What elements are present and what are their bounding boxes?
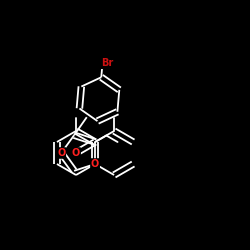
Text: O: O (91, 159, 99, 169)
Text: O: O (72, 148, 80, 158)
Text: Br: Br (102, 58, 114, 68)
Text: O: O (57, 148, 65, 158)
